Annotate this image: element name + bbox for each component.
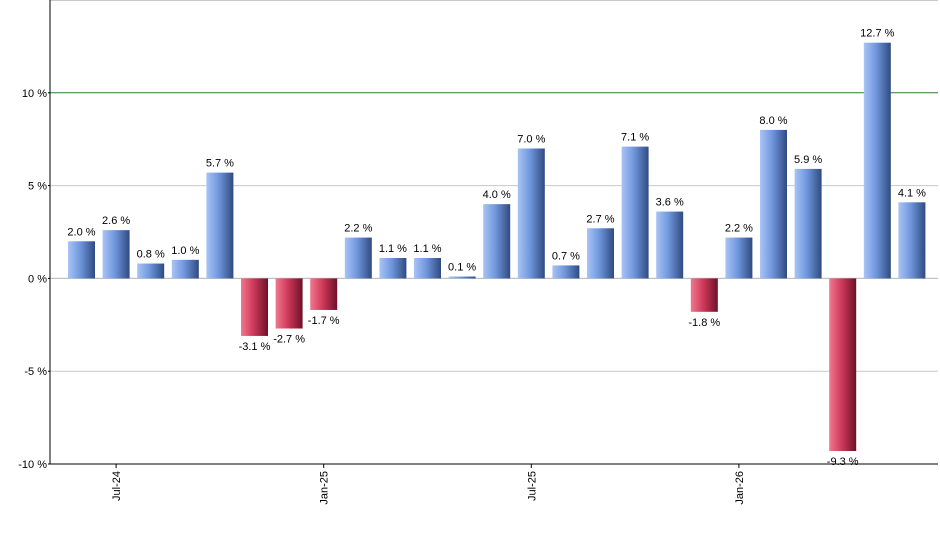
y-tick-label: 10 % [22,88,47,100]
value-label: 4.1 % [898,187,926,199]
bar [760,129,787,279]
bar [587,228,614,279]
bar [68,241,95,279]
y-tick-label: 5 % [28,181,47,193]
x-tick-label: Jan-25 [319,471,331,505]
bar [241,278,268,336]
value-labels: 2.0 %2.6 %0.8 % 1.0 %5.7 %-3.1 %-2.7 %-1.… [67,28,926,468]
bar [414,257,441,279]
value-label: -9.3 % [827,456,859,468]
bar [379,257,407,279]
value-label: 12.7 % [860,28,894,40]
bar [310,278,338,310]
y-tick-label: -5 % [24,366,47,378]
bar [725,237,753,279]
bar [794,168,822,279]
value-label: 3.6 % [656,197,684,209]
value-label: 1.0 % [171,245,199,257]
x-tick-label: Jul-25 [526,471,538,501]
bar [206,172,234,279]
bars [68,42,926,452]
value-label: 2.6 % [102,215,130,227]
value-label: 5.7 % [206,158,234,170]
value-label: 5.9 % [794,154,822,166]
bar [275,278,303,329]
bar [621,146,649,279]
bar [898,202,926,279]
bar [102,230,130,279]
value-label: 2.2 % [725,223,753,235]
bar [137,263,165,279]
value-label: 2.7 % [586,213,614,225]
value-label: 7.1 % [621,132,649,144]
x-tick-label: Jan-26 [734,471,746,505]
bar [344,237,372,279]
value-label: 0.8 % [137,249,165,261]
bar [552,265,580,279]
value-label: -3.1 % [239,341,271,353]
value-label: -2.7 % [273,334,305,346]
value-label: 8.0 % [759,115,787,127]
y-tick-label: 0 % [28,273,47,285]
bar [517,148,545,279]
bar [483,204,511,279]
bar [448,276,476,279]
x-tick-label: Jul-24 [111,471,123,501]
y-tick-label: -10 % [18,459,47,471]
value-label: 1.1 % [379,243,407,255]
value-label: 2.2 % [344,223,372,235]
bar [829,278,857,452]
value-label: 1.1 % [413,243,441,255]
value-label: 7.0 % [517,133,545,145]
value-label: 0.7 % [552,250,580,262]
value-label: -1.8 % [688,317,720,329]
value-label: 0.1 % [448,262,476,274]
value-label: 2.0 % [67,226,95,238]
bar [171,259,199,279]
axes: -10 % -5 % 0 % 5 % 10 % Jul-24 Jan-25 Jul-25 Jan… [18,0,938,505]
value-label: 4.0 % [483,189,511,201]
bar [690,278,718,312]
bar [656,211,684,279]
bar [863,42,891,279]
value-label: -1.7 % [308,315,340,327]
